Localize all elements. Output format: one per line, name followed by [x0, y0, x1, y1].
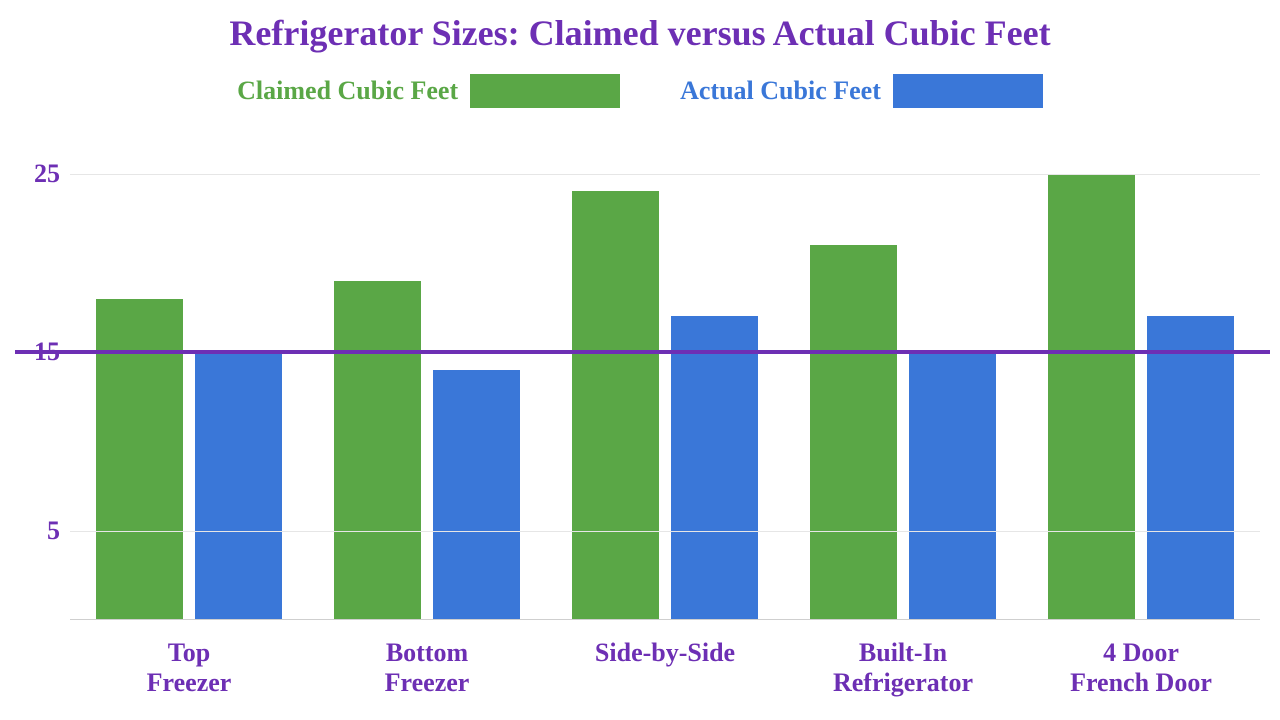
- bar-actual: [433, 370, 520, 620]
- legend-swatch: [893, 74, 1043, 108]
- bar-group: [572, 120, 758, 620]
- chart-container: Refrigerator Sizes: Claimed versus Actua…: [0, 0, 1280, 720]
- y-tick-label: 5: [20, 516, 60, 546]
- bar-group: [810, 120, 996, 620]
- legend-label: Claimed Cubic Feet: [237, 76, 458, 106]
- bar-group: [96, 120, 282, 620]
- bar-group: [1048, 120, 1234, 620]
- x-axis-label: Top Freezer: [70, 638, 308, 698]
- reference-line: [15, 350, 1270, 354]
- plot-area: 51525: [70, 120, 1260, 620]
- bar-actual: [671, 316, 758, 620]
- bar-group: [334, 120, 520, 620]
- legend-item-claimed: Claimed Cubic Feet: [237, 74, 620, 108]
- bar-actual: [1147, 316, 1234, 620]
- bar-claimed: [1048, 174, 1135, 620]
- bar-claimed: [334, 281, 421, 620]
- legend-swatch: [470, 74, 620, 108]
- bar-claimed: [96, 299, 183, 620]
- bar-actual: [195, 352, 282, 620]
- bar-claimed: [572, 191, 659, 620]
- chart-title: Refrigerator Sizes: Claimed versus Actua…: [0, 0, 1280, 54]
- x-axis-label: Built-In Refrigerator: [784, 638, 1022, 698]
- gridline: [70, 531, 1260, 532]
- bars-layer: [70, 120, 1260, 620]
- x-axis-label: Bottom Freezer: [308, 638, 546, 698]
- chart-legend: Claimed Cubic Feet Actual Cubic Feet: [190, 70, 1090, 112]
- bar-claimed: [810, 245, 897, 620]
- legend-label: Actual Cubic Feet: [680, 76, 881, 106]
- x-axis-labels: Top FreezerBottom FreezerSide-by-SideBui…: [70, 638, 1260, 698]
- gridline: [70, 174, 1260, 175]
- x-axis-baseline: [70, 619, 1260, 620]
- x-axis-label: 4 Door French Door: [1022, 638, 1260, 698]
- x-axis-label: Side-by-Side: [546, 638, 784, 698]
- legend-item-actual: Actual Cubic Feet: [680, 74, 1043, 108]
- y-tick-label: 25: [20, 159, 60, 189]
- bar-actual: [909, 352, 996, 620]
